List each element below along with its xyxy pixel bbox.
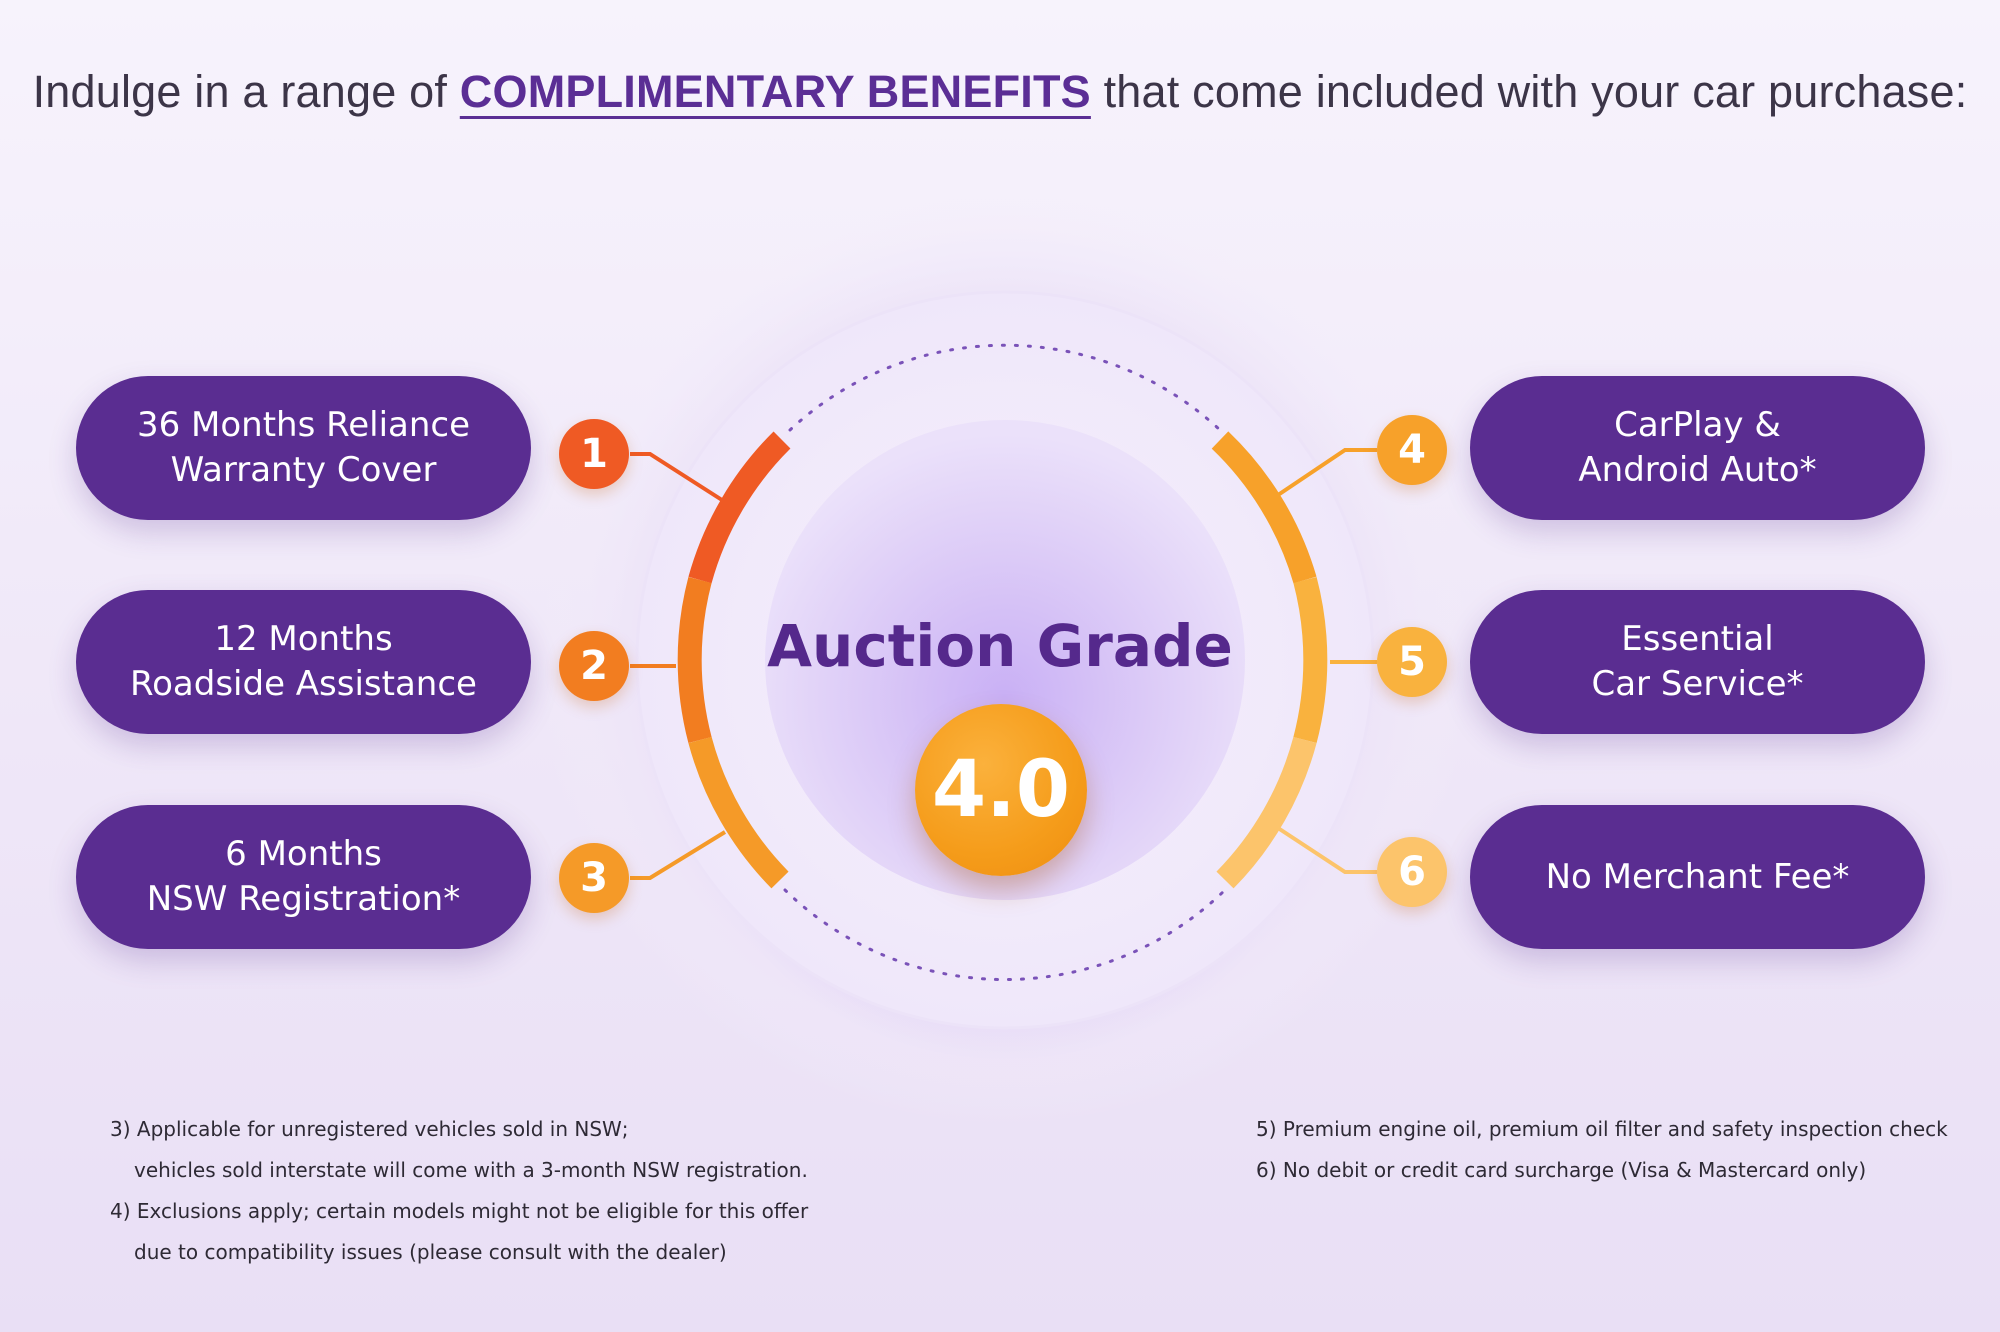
benefit-pill-roadside: 12 Months Roadside Assistance (76, 590, 531, 734)
benefit-2-line2: Roadside Assistance (130, 664, 477, 704)
badge-3: 3 (559, 843, 629, 913)
badge-6: 6 (1377, 837, 1447, 907)
auction-grade-value: 4.0 (915, 704, 1087, 876)
benefit-pill-warranty: 36 Months Reliance Warranty Cover (76, 376, 531, 520)
footnotes-right: 5) Premium engine oil, premium oil filte… (1256, 1109, 1948, 1191)
benefit-6-line1: No Merchant Fee* (1545, 856, 1850, 897)
benefit-pill-merchant-fee: No Merchant Fee* (1470, 805, 1925, 949)
connector-6 (1276, 826, 1377, 874)
benefit-pill-carplay: CarPlay & Android Auto* (1470, 376, 1925, 520)
footnote-4-line2: due to compatibility issues (please cons… (134, 1240, 727, 1264)
headline-highlight: COMPLIMENTARY BENEFITS (459, 66, 1091, 117)
benefit-2-line1: 12 Months (214, 619, 393, 659)
footnote-3-line1: 3) Applicable for unregistered vehicles … (110, 1117, 629, 1141)
benefit-4-line1: CarPlay & (1614, 405, 1781, 445)
badge-4: 4 (1377, 415, 1447, 485)
badge-1: 1 (559, 419, 629, 489)
arc-segment-1 (688, 431, 791, 584)
benefit-1-line2: Warranty Cover (170, 450, 437, 490)
footnote-4-line1: 4) Exclusions apply; certain models migh… (110, 1199, 809, 1223)
footnote-6-line1: 6) No debit or credit card surcharge (Vi… (1256, 1158, 1867, 1182)
benefit-4-line2: Android Auto* (1578, 450, 1817, 490)
arc-segment-5 (1293, 576, 1328, 744)
footnotes-left: 3) Applicable for unregistered vehicles … (110, 1109, 808, 1273)
headline: Indulge in a range of COMPLIMENTARY BENE… (0, 66, 2000, 118)
headline-suffix: that come included with your car purchas… (1090, 66, 1968, 117)
connector-4 (1276, 448, 1377, 497)
benefit-5-line1: Essential (1621, 619, 1774, 659)
badge-2: 2 (559, 631, 629, 701)
arc-segment-4 (1211, 431, 1317, 584)
benefit-1-line1: 36 Months Reliance (136, 405, 471, 445)
connector-3 (630, 830, 727, 880)
benefit-3-line2: NSW Registration* (146, 879, 461, 919)
connector-1 (630, 452, 724, 502)
inner-disc (765, 420, 1245, 900)
auction-grade-title: Auction Grade (767, 612, 1233, 680)
arc-segment-2 (677, 576, 712, 744)
dotted-arc-top (788, 343, 1222, 432)
benefit-3-line1: 6 Months (225, 834, 382, 874)
footnote-5-line1: 5) Premium engine oil, premium oil filte… (1256, 1117, 1948, 1141)
benefit-pill-service: Essential Car Service* (1470, 590, 1925, 734)
headline-prefix: Indulge in a range of (32, 66, 460, 117)
footnote-3-line2: vehicles sold interstate will come with … (134, 1158, 808, 1182)
benefit-pill-registration: 6 Months NSW Registration* (76, 805, 531, 949)
benefit-5-line2: Car Service* (1591, 664, 1804, 704)
badge-5: 5 (1377, 627, 1447, 697)
dotted-arc-bottom (783, 888, 1227, 981)
arc-segment-3 (688, 736, 789, 889)
arc-segment-6 (1216, 736, 1317, 889)
